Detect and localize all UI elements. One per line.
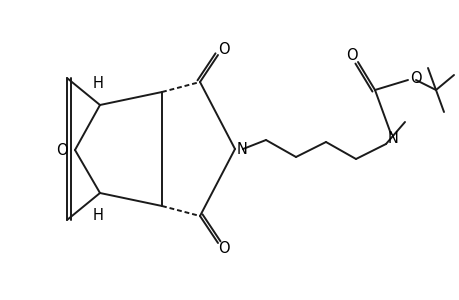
Text: O: O bbox=[218, 41, 230, 56]
Text: O: O bbox=[346, 47, 357, 62]
Text: O: O bbox=[218, 242, 230, 256]
Text: H: H bbox=[92, 76, 103, 91]
Text: N: N bbox=[387, 130, 397, 146]
Text: O: O bbox=[409, 70, 421, 86]
Text: N: N bbox=[236, 142, 247, 157]
Text: O: O bbox=[56, 142, 67, 158]
Text: H: H bbox=[92, 208, 103, 223]
